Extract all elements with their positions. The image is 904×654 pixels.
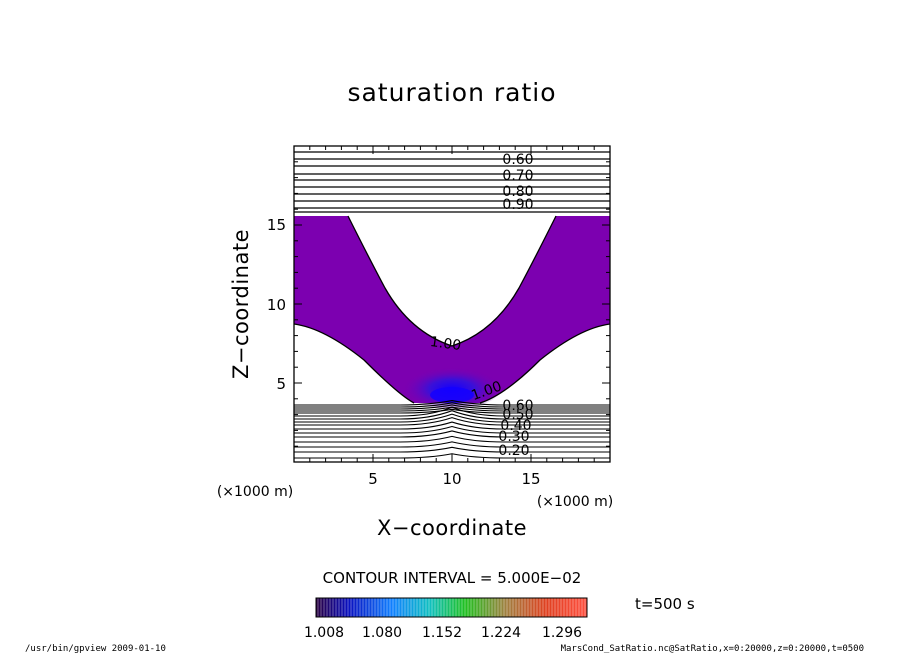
contour-line bbox=[294, 421, 610, 430]
chart-title: saturation ratio bbox=[347, 78, 556, 107]
contour-1-00-lower bbox=[294, 323, 610, 404]
contour-label: 1.00 bbox=[429, 334, 462, 354]
upper-contours bbox=[294, 151, 610, 213]
contour-labels: 0.60 0.70 0.80 0.90 1.00 1.00 0.60 0.50 … bbox=[429, 152, 534, 459]
contour-label: 0.70 bbox=[502, 168, 533, 184]
x-tick-label: 15 bbox=[521, 470, 540, 488]
colorbar-tick-label: 1.224 bbox=[481, 625, 521, 641]
contour-line bbox=[294, 410, 610, 420]
x-tick-label: 5 bbox=[368, 470, 378, 488]
y-axis-label: Z−coordinate bbox=[229, 229, 253, 379]
contour-line bbox=[294, 400, 610, 406]
contour-line bbox=[294, 402, 610, 408]
colorbar-tick-label: 1.296 bbox=[542, 625, 582, 641]
x-axis-label: X−coordinate bbox=[377, 516, 527, 540]
contour-label: 0.90 bbox=[502, 197, 533, 213]
contour-line bbox=[294, 435, 610, 443]
tick-marks bbox=[294, 146, 610, 462]
y-unit-label: (×1000 m) bbox=[217, 484, 293, 500]
y-tick-label: 10 bbox=[267, 296, 286, 314]
contour-1-00 bbox=[347, 215, 557, 347]
footer-right: MarsCond_SatRatio.nc@SatRatio,x=0:20000,… bbox=[561, 644, 864, 654]
contour-line bbox=[294, 430, 610, 438]
colorbar-stripes bbox=[317, 598, 586, 617]
y-tick-label: 5 bbox=[276, 375, 286, 393]
contour-line bbox=[294, 446, 610, 453]
colorbar bbox=[315, 597, 588, 618]
x-tick-label: 10 bbox=[442, 470, 461, 488]
contour-line bbox=[294, 404, 610, 410]
supersaturation-peak bbox=[430, 387, 474, 403]
colorbar-tick-label: 1.152 bbox=[422, 625, 462, 641]
contour-label: 0.20 bbox=[498, 443, 529, 459]
colorbar-gradient bbox=[316, 598, 587, 617]
colorbar-frame bbox=[315, 597, 588, 618]
supersaturation-fill bbox=[294, 216, 610, 403]
colorbar-tick-label: 1.008 bbox=[304, 625, 344, 641]
contour-line bbox=[294, 413, 610, 423]
plot-area bbox=[294, 151, 610, 459]
contour-label: 0.60 bbox=[502, 152, 533, 168]
contour-label: 0.50 bbox=[502, 407, 533, 423]
contour-label: 0.80 bbox=[502, 184, 533, 200]
colorbar-tick-label: 1.080 bbox=[362, 625, 402, 641]
lower-contours bbox=[294, 400, 610, 459]
time-label: t=500 s bbox=[635, 595, 695, 613]
contour-line bbox=[294, 425, 610, 434]
y-tick-label: 15 bbox=[267, 216, 286, 234]
contour-line bbox=[294, 417, 610, 426]
contour-line bbox=[294, 441, 610, 448]
contour-line bbox=[294, 406, 610, 417]
contour-interval-text: CONTOUR INTERVAL = 5.000E−02 bbox=[323, 569, 582, 587]
footer-left: /usr/bin/gpview 2009-01-10 bbox=[25, 644, 166, 654]
contour-line bbox=[294, 453, 610, 459]
contour-label: 0.60 bbox=[502, 398, 533, 414]
contour-label: 0.30 bbox=[498, 429, 529, 445]
x-unit-label: (×1000 m) bbox=[537, 494, 613, 510]
contour-label: 0.40 bbox=[500, 418, 531, 434]
contour-line bbox=[294, 408, 610, 414]
